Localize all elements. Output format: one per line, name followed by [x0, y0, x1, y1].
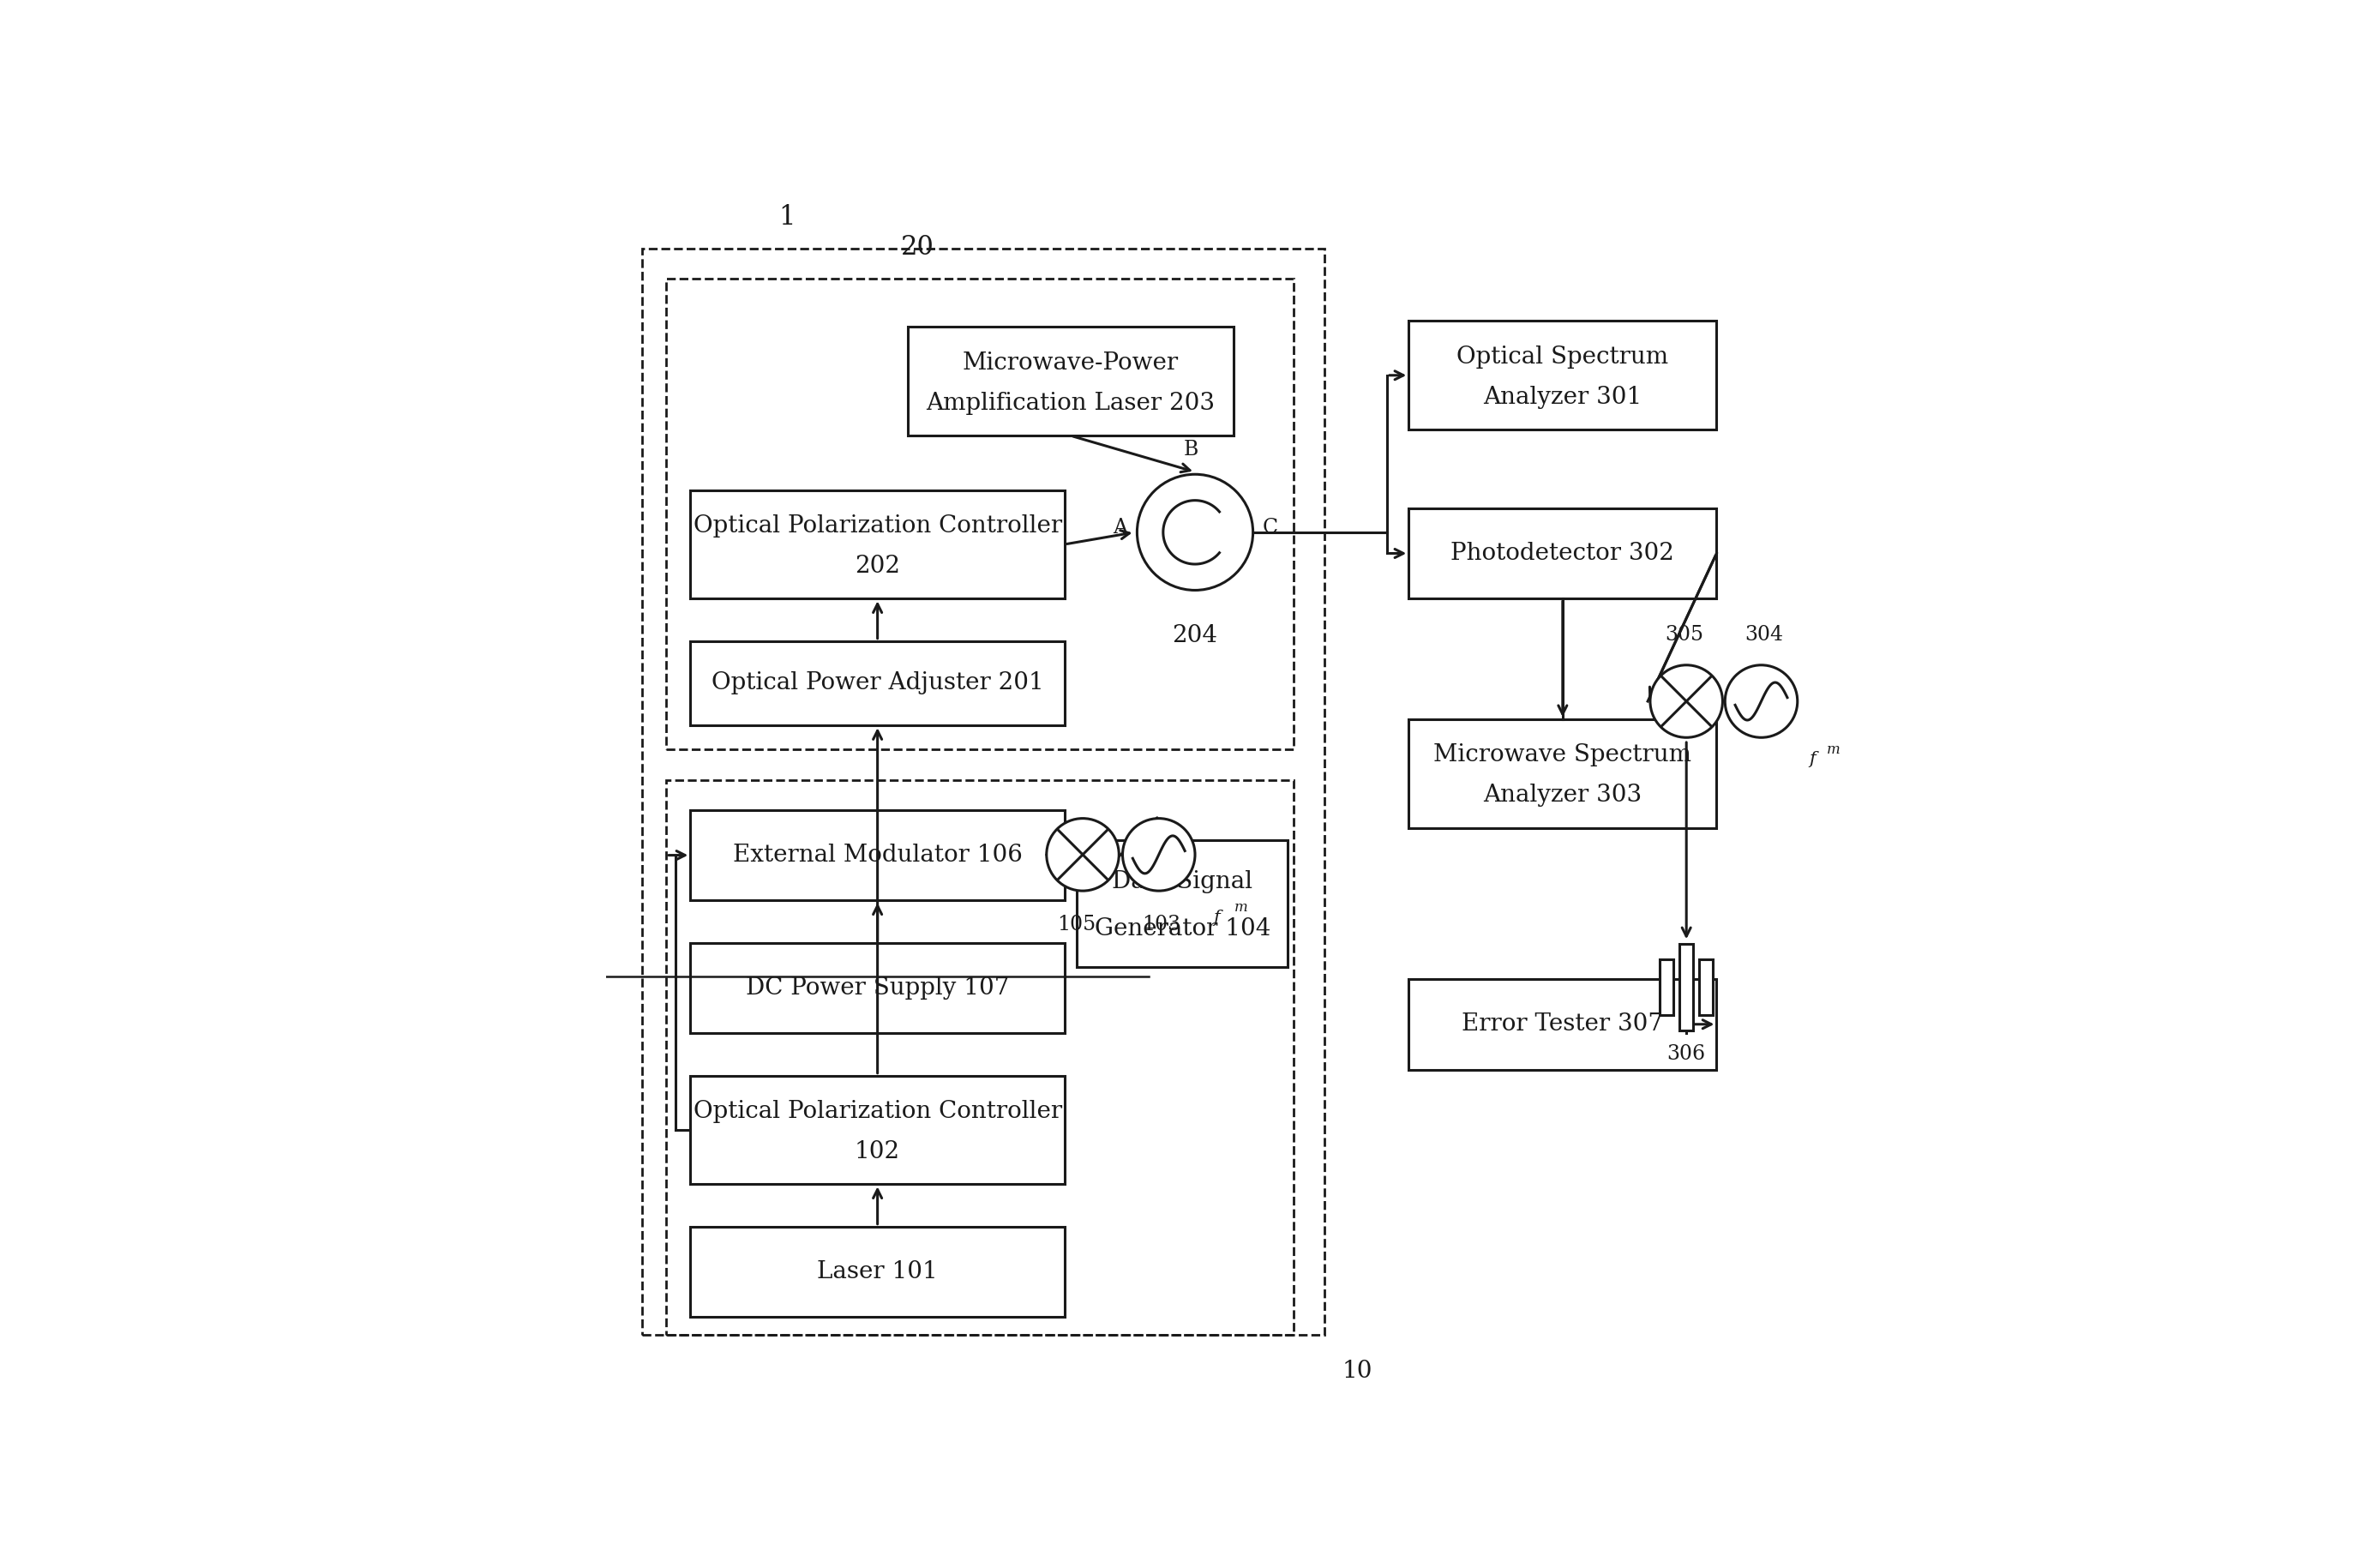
Bar: [691, 1226, 1064, 1317]
Bar: [666, 279, 1293, 750]
Circle shape: [1725, 665, 1798, 737]
Text: Analyzer 303: Analyzer 303: [1484, 784, 1643, 808]
Bar: [1076, 840, 1289, 967]
Text: f: f: [1808, 751, 1815, 767]
Text: Optical Power Adjuster 201: Optical Power Adjuster 201: [710, 671, 1043, 695]
Bar: [691, 641, 1064, 726]
Circle shape: [1650, 665, 1723, 737]
Text: f: f: [1213, 909, 1220, 925]
Text: Optical Polarization Controller: Optical Polarization Controller: [694, 1099, 1062, 1123]
Text: A: A: [1114, 517, 1128, 538]
Bar: [1409, 978, 1716, 1069]
Bar: [909, 328, 1234, 436]
Text: B: B: [1185, 441, 1199, 459]
Text: Photodetector 302: Photodetector 302: [1451, 543, 1676, 564]
Bar: [642, 248, 1324, 1336]
Text: External Modulator 106: External Modulator 106: [732, 844, 1022, 867]
Text: 305: 305: [1664, 626, 1704, 644]
Text: 10: 10: [1343, 1359, 1374, 1383]
Bar: [1409, 720, 1716, 828]
Text: m: m: [1827, 742, 1841, 757]
Text: 202: 202: [854, 555, 899, 577]
Text: m: m: [1234, 900, 1248, 916]
Text: Amplification Laser 203: Amplification Laser 203: [925, 392, 1215, 414]
Text: Optical Spectrum: Optical Spectrum: [1456, 345, 1669, 368]
Text: 304: 304: [1744, 626, 1784, 644]
Bar: [1680, 944, 1692, 1030]
Bar: [1409, 321, 1716, 430]
Text: 20: 20: [902, 234, 935, 260]
Text: Microwave Spectrum: Microwave Spectrum: [1433, 743, 1692, 767]
Bar: [691, 491, 1064, 599]
Circle shape: [1045, 818, 1119, 891]
Text: 204: 204: [1173, 624, 1218, 648]
Text: Optical Polarization Controller: Optical Polarization Controller: [694, 514, 1062, 538]
Text: Generator 104: Generator 104: [1095, 917, 1270, 941]
Circle shape: [1123, 818, 1194, 891]
Bar: [1409, 508, 1716, 599]
Bar: [666, 779, 1293, 1336]
Bar: [691, 1076, 1064, 1184]
Bar: [691, 942, 1064, 1033]
Text: Error Tester 307: Error Tester 307: [1461, 1013, 1664, 1036]
Text: 306: 306: [1666, 1044, 1706, 1063]
Text: 105: 105: [1057, 914, 1095, 935]
Bar: [691, 811, 1064, 900]
Text: 1: 1: [779, 204, 795, 230]
Text: Microwave-Power: Microwave-Power: [963, 351, 1178, 375]
Text: Data Signal: Data Signal: [1112, 870, 1253, 894]
Bar: [1699, 960, 1713, 1014]
Text: Laser 101: Laser 101: [817, 1261, 937, 1283]
Text: 102: 102: [854, 1140, 899, 1163]
Text: Analyzer 301: Analyzer 301: [1482, 386, 1643, 409]
Text: C: C: [1263, 517, 1279, 538]
Circle shape: [1138, 474, 1253, 590]
Text: 103: 103: [1142, 914, 1180, 935]
Bar: [1659, 960, 1673, 1014]
Text: DC Power Supply 107: DC Power Supply 107: [746, 977, 1010, 1000]
